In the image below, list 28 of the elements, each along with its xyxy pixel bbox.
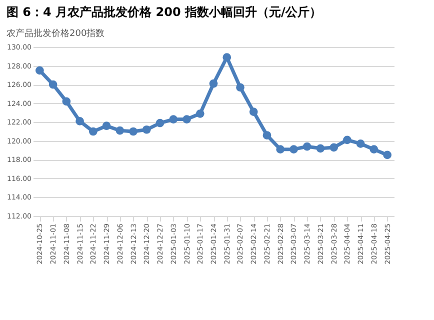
point xyxy=(36,66,44,75)
point xyxy=(262,131,272,140)
point xyxy=(88,127,98,136)
point xyxy=(343,136,352,144)
point xyxy=(62,97,71,106)
point xyxy=(249,108,258,116)
point xyxy=(330,143,338,152)
point xyxy=(356,140,365,148)
point xyxy=(209,79,218,88)
point xyxy=(236,83,244,92)
point xyxy=(48,80,58,89)
point xyxy=(116,126,124,135)
point xyxy=(316,144,325,153)
point xyxy=(276,145,285,154)
point xyxy=(169,115,178,124)
point xyxy=(302,142,312,151)
point xyxy=(76,116,84,126)
point xyxy=(290,145,298,154)
point xyxy=(129,127,138,136)
point xyxy=(383,150,392,160)
chart-subtitle: 农产品批发价格200指数 xyxy=(6,28,105,39)
point xyxy=(182,115,191,124)
point xyxy=(156,118,164,128)
point xyxy=(142,125,151,134)
chart-title: 图 6：4 月农产品批发价格 200 指数小幅回升（元/公斤） xyxy=(6,5,322,19)
point xyxy=(102,122,111,130)
point xyxy=(370,145,378,154)
point xyxy=(196,109,204,118)
